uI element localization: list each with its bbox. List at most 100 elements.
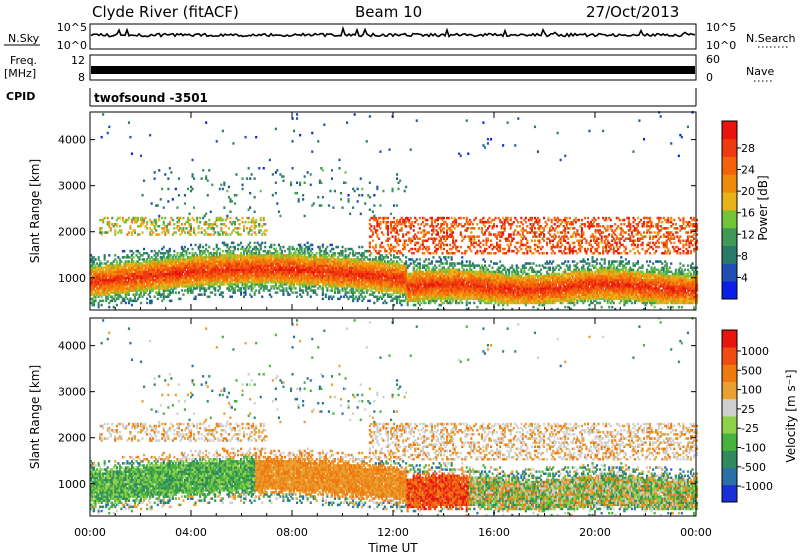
- power-cell: [144, 260, 147, 263]
- power-cell: [123, 278, 126, 282]
- freq-unit-label: [MHz]: [4, 67, 36, 80]
- power-cell: [221, 129, 224, 133]
- power-cell: [94, 272, 97, 276]
- power-cell: [161, 276, 164, 280]
- power-cell: [111, 299, 114, 303]
- power-cell: [302, 194, 305, 197]
- power-cell: [183, 258, 186, 261]
- power-cell: [283, 278, 286, 282]
- power-cell: [315, 293, 318, 296]
- power-cell: [105, 264, 108, 267]
- power-cell: [147, 262, 150, 265]
- power-cell: [282, 266, 285, 269]
- power-cell: [206, 233, 209, 236]
- power-cell: [215, 216, 218, 220]
- power-cell: [161, 260, 164, 263]
- power-cell: [123, 276, 126, 280]
- power-cell: [158, 287, 161, 290]
- power-cell: [164, 262, 167, 265]
- power-cell: [141, 264, 144, 267]
- power-cell: [247, 276, 250, 280]
- power-cell: [147, 268, 150, 272]
- power-cell: [118, 216, 121, 220]
- power-cell: [209, 227, 212, 230]
- power-cell: [368, 181, 371, 184]
- power-cell: [286, 270, 289, 274]
- power-cell: [115, 270, 118, 274]
- power-cell: [129, 285, 132, 288]
- power-cell: [262, 270, 265, 274]
- power-cell: [223, 243, 226, 247]
- power-cell: [111, 278, 114, 282]
- power-cell: [132, 229, 135, 232]
- power-cell: [167, 260, 170, 263]
- power-cell: [373, 194, 376, 197]
- power-cell: [197, 274, 200, 278]
- power-cell: [290, 281, 293, 284]
- power-cell: [306, 287, 309, 290]
- power-cell: [276, 266, 279, 269]
- power-cell: [265, 258, 268, 261]
- power-cell: [133, 272, 136, 276]
- power-cell: [106, 289, 109, 292]
- power-cell: [261, 256, 264, 259]
- power-cell: [121, 216, 124, 220]
- power-cell: [103, 283, 106, 286]
- power-cell: [118, 264, 121, 267]
- power-cell: [150, 283, 153, 286]
- power-cell: [153, 264, 156, 267]
- power-cell: [176, 283, 179, 286]
- power-cell: [220, 260, 223, 263]
- power-cell: [126, 289, 129, 292]
- power-cell: [240, 260, 243, 263]
- power-cell: [218, 272, 221, 276]
- power-cell: [252, 216, 255, 220]
- power-cell: [259, 283, 262, 286]
- power-cell: [270, 243, 273, 247]
- power-cell: [227, 254, 230, 257]
- power-cell: [165, 295, 168, 298]
- power-cell: [200, 278, 203, 282]
- power-cell: [99, 270, 102, 274]
- power-cell: [268, 249, 271, 253]
- power-cell: [244, 258, 247, 261]
- power-cell: [117, 216, 120, 220]
- power-cell: [285, 281, 288, 284]
- power-cell: [229, 295, 232, 298]
- power-cell: [226, 252, 229, 255]
- power-cell: [229, 258, 232, 261]
- power-cell: [129, 272, 132, 276]
- power-cell: [305, 266, 308, 269]
- power-cell: [309, 262, 312, 265]
- power-cell: [112, 281, 115, 284]
- power-cell: [235, 194, 238, 197]
- power-cell: [182, 278, 185, 282]
- power-cell: [165, 227, 168, 230]
- power-cell: [177, 194, 180, 197]
- power-cell: [197, 231, 200, 234]
- power-cell: [200, 258, 203, 261]
- power-cell: [262, 272, 265, 276]
- power-cell: [258, 289, 261, 292]
- power-cell: [177, 291, 180, 294]
- power-cell: [177, 281, 180, 284]
- power-cell: [91, 291, 94, 294]
- power-cell: [240, 241, 243, 245]
- power-cell: [252, 274, 255, 278]
- power-cell: [246, 227, 249, 230]
- power-cell: [411, 220, 414, 224]
- power-cell: [138, 287, 141, 290]
- power-cell: [232, 256, 235, 259]
- power-cell: [249, 285, 252, 288]
- power-cell: [244, 247, 247, 251]
- power-cell: [135, 220, 138, 224]
- power-cell: [280, 283, 283, 286]
- power-cell: [294, 249, 297, 253]
- power-cell: [211, 262, 214, 265]
- power-cell: [300, 256, 303, 259]
- power-cell: [288, 245, 291, 249]
- power-cell: [232, 266, 235, 269]
- power-cell: [106, 287, 109, 290]
- power-cell: [300, 276, 303, 280]
- power-cell: [226, 281, 229, 284]
